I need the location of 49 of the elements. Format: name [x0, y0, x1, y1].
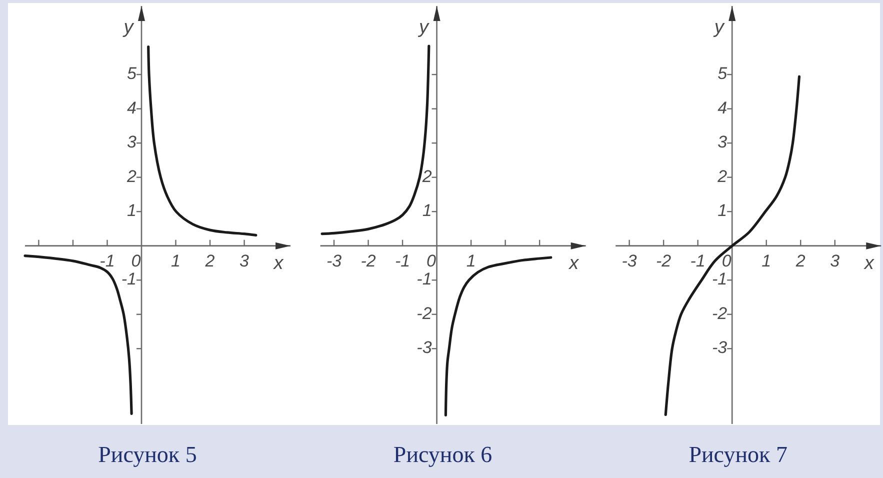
- y-tick-label: 3: [127, 132, 138, 152]
- x-tick-label: -2: [360, 251, 376, 270]
- x-tick-label: 0: [131, 251, 142, 270]
- line-series: [320, 44, 430, 236]
- text: Рисунок 6: [393, 442, 492, 467]
- y-tick-label: 5: [718, 64, 728, 84]
- y-tick-label: -1: [416, 270, 432, 289]
- y-tick-label: -2: [416, 304, 432, 323]
- y-axis-title: y: [122, 17, 135, 38]
- y-tick-label: 2: [126, 166, 138, 186]
- y-tick-label: -3: [416, 338, 432, 358]
- x-tick-label: 3: [240, 251, 250, 270]
- x-tick-label: 1: [762, 251, 772, 270]
- line-series: [444, 256, 552, 416]
- y-tick-label: -1: [121, 270, 136, 289]
- x-tick-label: 1: [171, 251, 180, 270]
- x-tick-label: -1: [100, 251, 115, 270]
- y-tick-label: 4: [718, 98, 728, 118]
- x-tick-label: 3: [830, 251, 840, 270]
- y-tick-label: 5: [127, 64, 138, 84]
- line-series: [24, 254, 133, 416]
- x-tick-label: -2: [656, 251, 672, 270]
- y-axis-title: y: [417, 17, 430, 38]
- y-tick-label: 2: [716, 166, 728, 186]
- text: Рисунок 5: [98, 442, 197, 467]
- y-tick-label: 4: [127, 98, 136, 118]
- y-tick-label: 1: [127, 201, 136, 220]
- y-tick-label: 2: [421, 166, 432, 186]
- y-tick-label: 1: [422, 201, 432, 220]
- x-tick-label: 0: [426, 251, 437, 270]
- line-series: [147, 45, 258, 237]
- x-axis-title: x: [272, 252, 285, 274]
- x-tick-label: -1: [394, 251, 410, 270]
- y-tick-label: -2: [712, 304, 728, 323]
- text: Рисунок 7: [688, 442, 788, 467]
- y-axis-title: y: [712, 17, 726, 38]
- y-tick-label: -3: [712, 338, 728, 358]
- x-tick-label: 2: [204, 251, 216, 270]
- x-tick-label: 0: [722, 251, 732, 270]
- x-tick-label: 2: [794, 251, 806, 270]
- x-tick-label: -1: [690, 251, 706, 270]
- y-tick-label: 3: [718, 132, 728, 152]
- x-tick-label: -3: [326, 251, 342, 270]
- x-tick-label: 1: [466, 251, 476, 270]
- x-tick-label: -3: [622, 251, 638, 270]
- x-axis-title: x: [863, 252, 876, 274]
- x-axis-title: x: [568, 252, 580, 274]
- y-tick-label: -1: [712, 270, 728, 289]
- y-tick-label: 1: [718, 201, 728, 220]
